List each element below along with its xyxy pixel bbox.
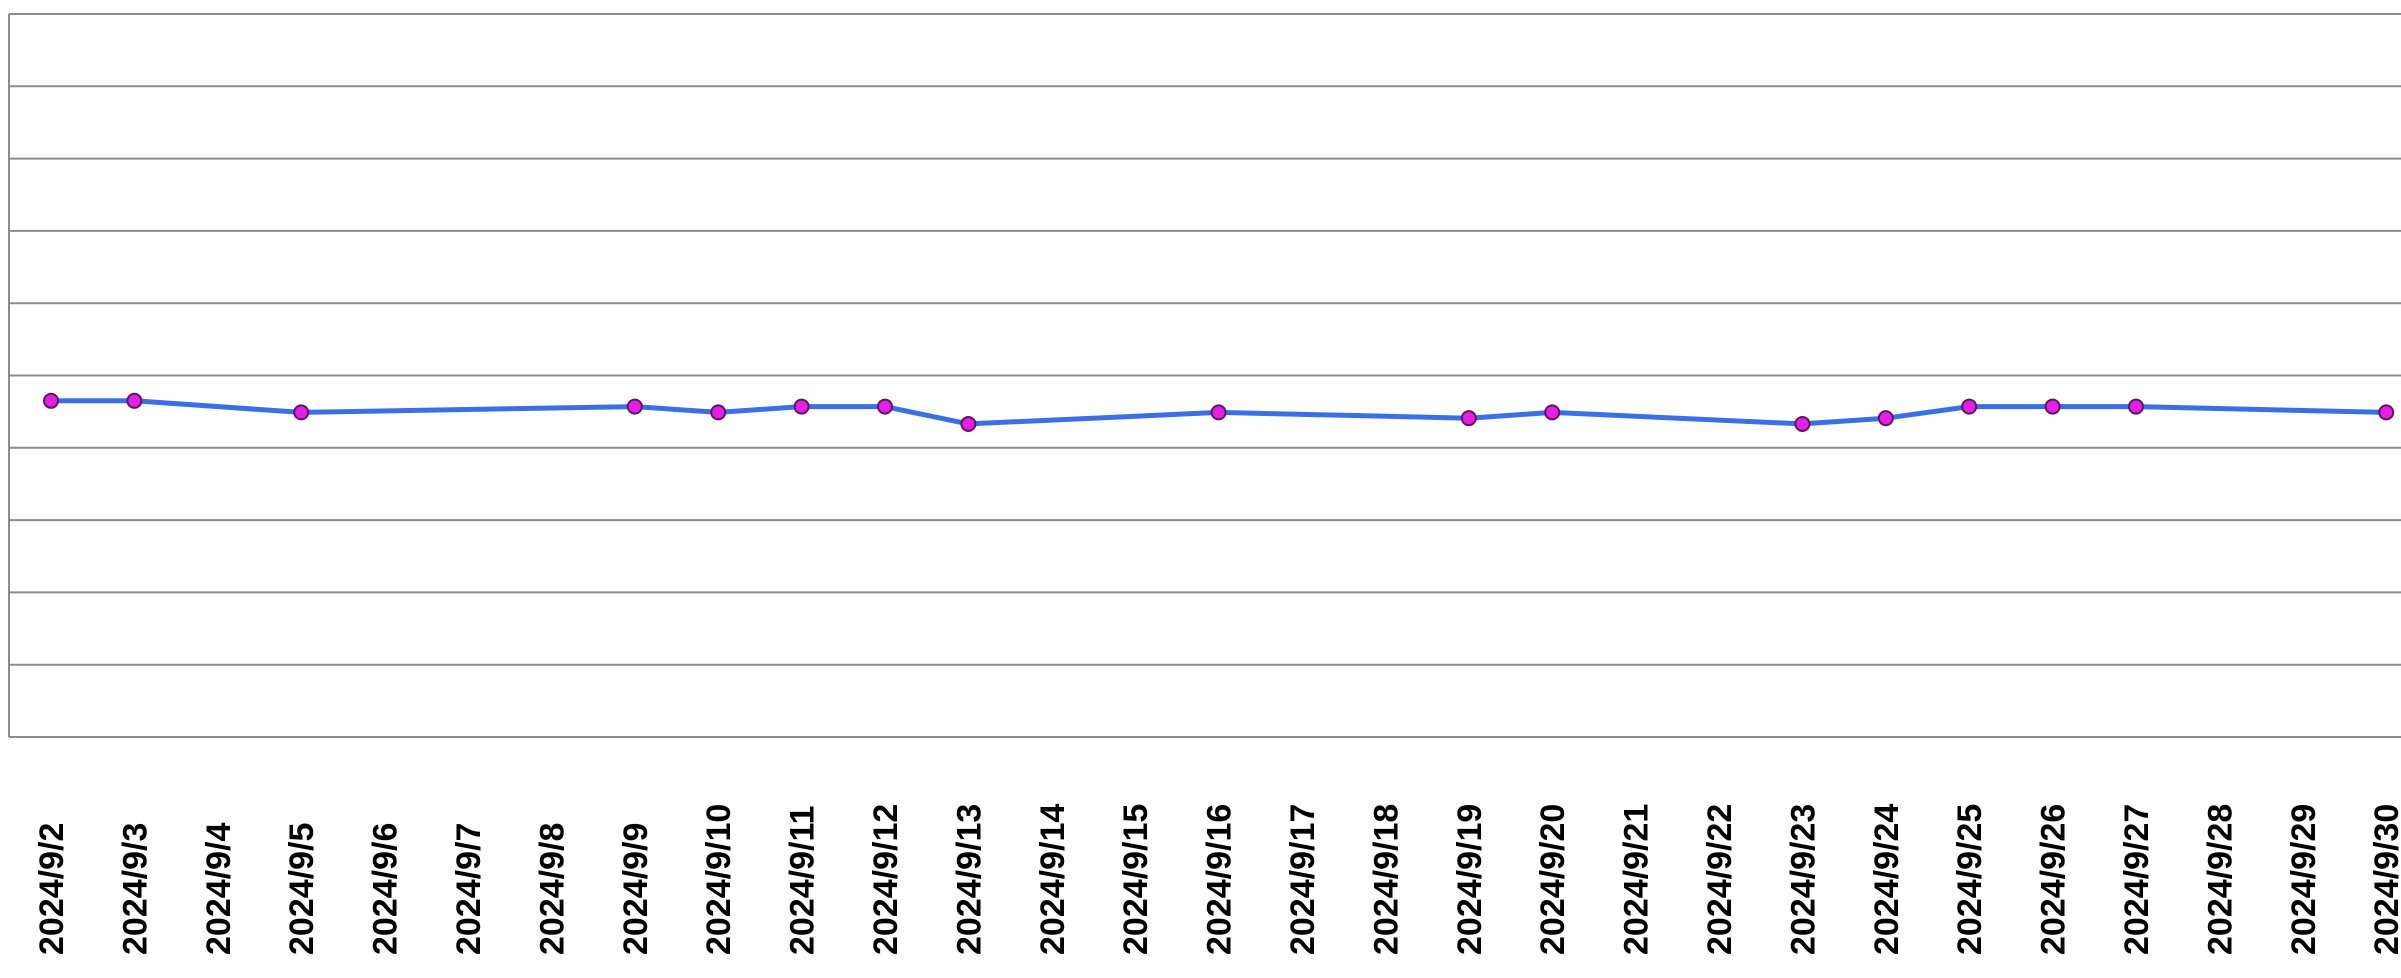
data-point: 2024/9/3: 4.65 <box>127 394 141 408</box>
gridlines <box>9 14 2401 737</box>
data-point: 2024/9/16: 4.49 <box>1212 405 1226 419</box>
data-point: 2024/9/9: 4.57 <box>628 400 642 414</box>
x-tick-label: 2024/9/9 <box>617 823 655 955</box>
x-tick-label: 2024/9/19 <box>1451 804 1489 955</box>
x-tick-label: 2024/9/11 <box>784 806 822 955</box>
x-tick-label: 2024/9/25 <box>1951 804 1989 955</box>
x-tick-label: 2024/9/22 <box>1701 804 1739 955</box>
data-point: 2024/9/12: 4.57 <box>878 400 892 414</box>
x-tick-label: 2024/9/24 <box>1868 804 1906 955</box>
data-point: 2024/9/20: 4.49 <box>1545 405 1559 419</box>
data-point: 2024/9/2: 4.65 <box>44 394 58 408</box>
x-tick-label: 2024/9/29 <box>2285 804 2323 955</box>
data-point: 2024/9/26: 4.57 <box>2046 400 2060 414</box>
x-tick-labels: 2024/9/2 2024/9/3 2024/9/4 2024/9/5 2024/9/6… <box>33 804 2401 955</box>
x-tick-label: 2024/9/5 <box>283 823 321 955</box>
x-tick-label: 2024/9/7 <box>450 823 488 955</box>
data-point: 2024/9/19: 4.41 <box>1462 411 1476 425</box>
x-tick-label: 2024/9/4 <box>200 823 238 955</box>
data-point: 2024/9/5: 4.49 <box>294 405 308 419</box>
x-tick-label: 2024/9/14 <box>1034 804 1072 955</box>
data-point: 2024/9/11: 4.57 <box>795 400 809 414</box>
x-tick-label: 2024/9/30 <box>2368 804 2401 955</box>
data-point: 2024/9/24: 4.41 <box>1879 411 1893 425</box>
x-tick-label: 2024/9/10 <box>700 804 738 955</box>
x-tick-label: 2024/9/18 <box>1367 804 1405 955</box>
data-point: 2024/9/27: 4.57 <box>2129 400 2143 414</box>
x-tick-label: 2024/9/6 <box>367 823 405 955</box>
x-tick-label: 2024/9/12 <box>867 804 905 955</box>
data-point: 2024/9/30: 4.49 <box>2379 405 2393 419</box>
x-tick-label: 2024/9/26 <box>2035 804 2073 955</box>
data-point: 2024/9/13: 4.33 <box>961 417 975 431</box>
x-tick-label: 2024/9/23 <box>1784 804 1822 955</box>
x-tick-label: 2024/9/15 <box>1117 804 1155 955</box>
x-tick-label: 2024/9/28 <box>2201 804 2239 955</box>
x-tick-label: 2024/9/16 <box>1201 804 1239 955</box>
x-tick-label: 2024/9/27 <box>2118 804 2156 955</box>
data-point: 2024/9/25: 4.57 <box>1962 400 1976 414</box>
x-tick-label: 2024/9/2 <box>33 823 71 955</box>
data-point: 2024/9/10: 4.49 <box>711 405 725 419</box>
x-tick-label: 2024/9/13 <box>950 804 988 955</box>
x-tick-label: 2024/9/21 <box>1618 804 1656 955</box>
x-tick-label: 2024/9/17 <box>1284 804 1322 955</box>
x-tick-label: 2024/9/3 <box>116 823 154 955</box>
data-point: 2024/9/23: 4.33 <box>1795 417 1809 431</box>
x-tick-label: 2024/9/20 <box>1534 804 1572 955</box>
x-tick-label: 2024/9/8 <box>533 823 571 955</box>
